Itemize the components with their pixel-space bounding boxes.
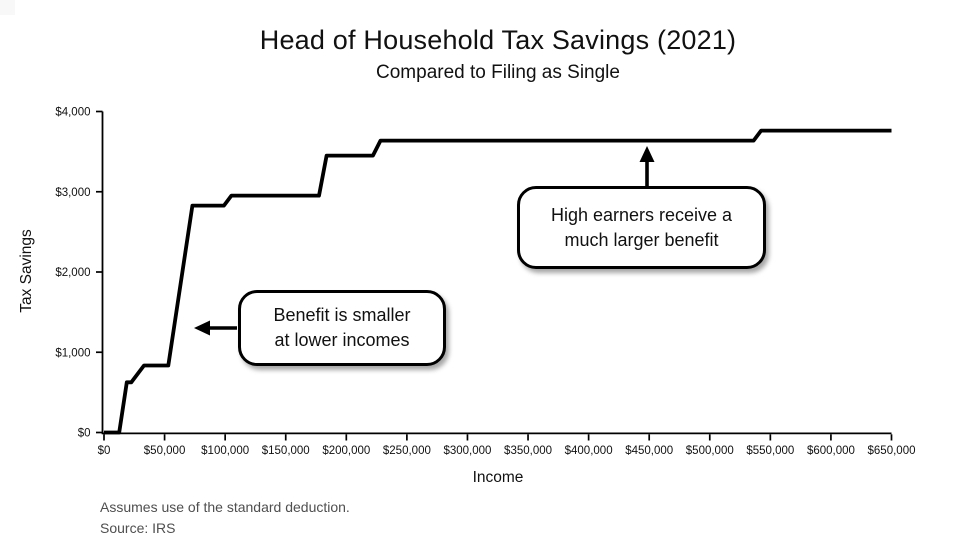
data-line [104, 128, 892, 435]
footer-notes: Assumes use of the standard deduction. S… [100, 497, 350, 539]
x-tick-label: $200,000 [322, 445, 370, 457]
annotation-low-income-line-2: at lower incomes [274, 330, 410, 350]
y-tick-label: $1,000 [55, 347, 90, 359]
x-tick-label: $600,000 [807, 445, 855, 457]
annotation-low-income-line-1: Benefit is smaller [273, 305, 411, 326]
x-tick-label: $350,000 [504, 445, 552, 457]
annotation-high-earners: High earners receive a much larger benef… [517, 186, 766, 269]
y-axis-title: Tax Savings [18, 229, 35, 313]
y-tick-label: $2,000 [55, 267, 90, 279]
x-tick-label: $400,000 [565, 445, 613, 457]
x-tick-label: $150,000 [262, 445, 310, 457]
annotation-low-income: Benefit is smaller at lower incomes [238, 290, 446, 366]
x-tick-label: $650,000 [868, 445, 916, 457]
arrow-left-head-icon [194, 320, 210, 336]
x-tick-label: $450,000 [625, 445, 673, 457]
chart-subtitle: Compared to Filing as Single [376, 62, 620, 83]
y-tick-label: $3,000 [55, 187, 90, 199]
footer-assumption-note: Assumes use of the standard deduction. [100, 499, 350, 515]
corner-artifact [0, 0, 15, 15]
footer-source-note: Source: IRS [100, 520, 176, 536]
y-tick-label: $0 [78, 428, 91, 440]
x-tick-label: $250,000 [383, 445, 431, 457]
x-tick-label: $300,000 [443, 445, 491, 457]
x-tick-label: $500,000 [686, 445, 734, 457]
annotation-high-earners-line-1: High earners receive a [550, 204, 733, 225]
arrow-up-head-icon [639, 146, 655, 162]
x-tick-label: $550,000 [746, 445, 794, 457]
y-tick-label: $4,000 [55, 107, 90, 119]
chart-title: Head of Household Tax Savings (2021) [259, 25, 737, 55]
x-tick-label: $0 [98, 445, 111, 457]
x-axis-title: Income [472, 469, 524, 486]
x-tick-label: $100,000 [201, 445, 249, 457]
annotation-high-earners-line-2: much larger benefit [564, 229, 719, 250]
x-tick-label: $50,000 [144, 445, 186, 457]
